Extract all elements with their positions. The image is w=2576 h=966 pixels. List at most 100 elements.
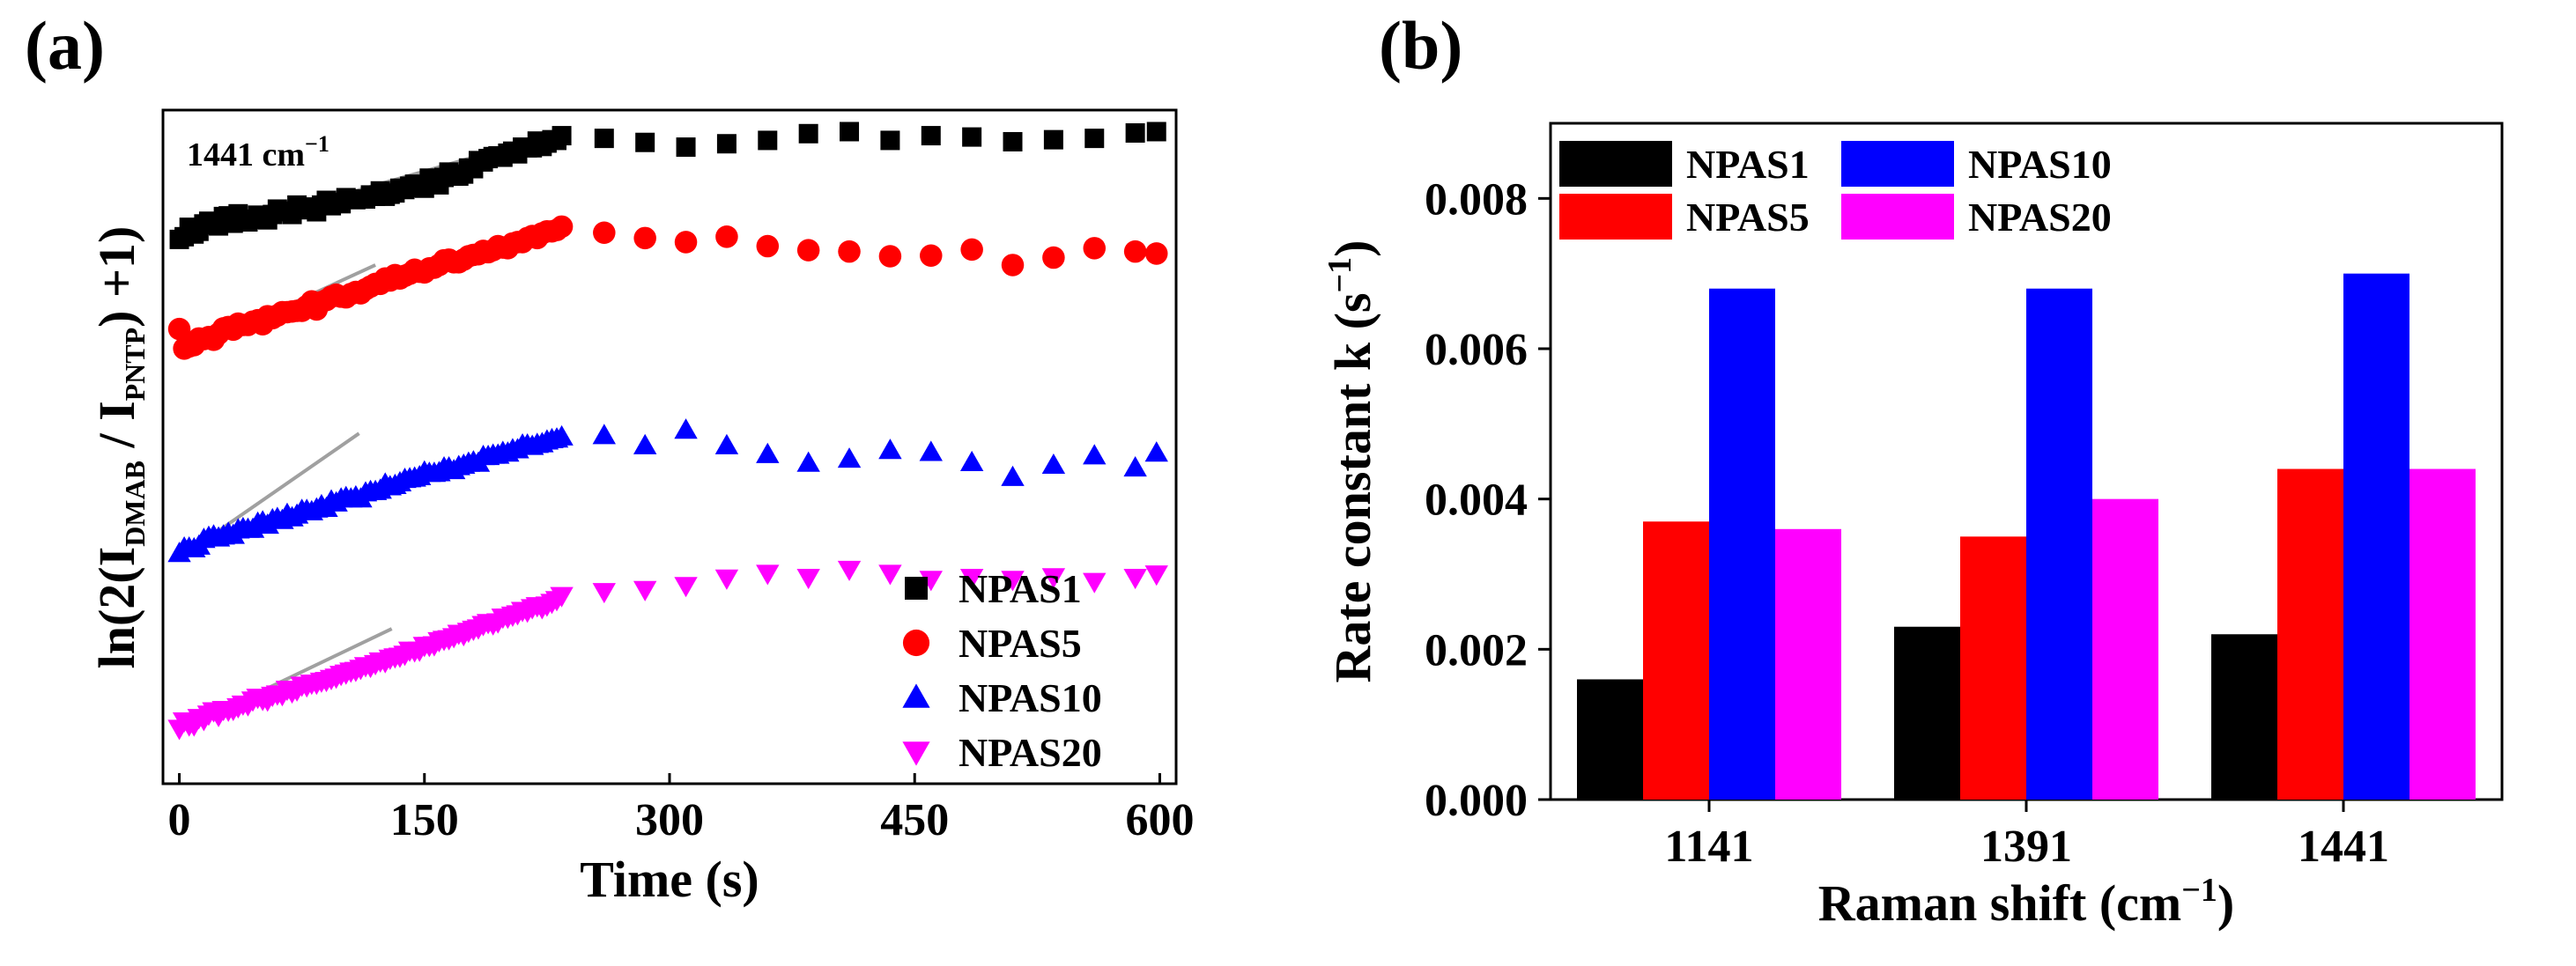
legend-label-npas20: NPAS20	[959, 730, 1102, 775]
a-y-axis-title: ln(2(IDMAB / IPNTP) +1)	[88, 226, 151, 669]
a-legend: NPAS1 NPAS5 NPAS10 NPAS20	[902, 566, 1102, 775]
point-npas5	[878, 245, 902, 268]
point-npas10	[1123, 456, 1147, 477]
bar-npas1-1141	[1577, 679, 1643, 800]
legend-marker-npas5	[902, 629, 930, 657]
a-x-ticks: 0 150 300 450 600	[168, 773, 1194, 845]
b-y-tick-label: 0.000	[1425, 776, 1528, 826]
point-npas10	[1083, 444, 1107, 465]
point-npas10	[1001, 465, 1025, 486]
point-npas5	[593, 221, 616, 244]
a-data-points	[167, 122, 1168, 741]
point-npas10	[1144, 441, 1168, 462]
b-x-tick-label: 1391	[1980, 822, 2072, 872]
point-npas1	[962, 127, 982, 147]
panel-a: (a) 0 150 300 450 600 1441 cm−1 Time (s) ln(…	[25, 7, 1194, 908]
point-npas20	[1144, 565, 1168, 586]
legend-label-npas1: NPAS1	[1686, 142, 1810, 187]
legend-label-npas20: NPAS20	[1968, 195, 2112, 240]
point-npas20	[714, 569, 739, 590]
panel-a-label: (a)	[25, 7, 105, 84]
a-x-tick-label: 600	[1125, 795, 1194, 845]
point-npas20	[550, 586, 574, 608]
b-x-ticks: 1141 1391 1441	[1664, 800, 2389, 872]
point-npas5	[550, 215, 574, 239]
bar-npas5-1441	[2277, 468, 2343, 800]
point-npas1	[880, 130, 900, 151]
bar-npas1-1441	[2211, 634, 2277, 800]
a-x-tick-label: 300	[635, 795, 704, 845]
point-npas20	[633, 580, 657, 601]
b-x-axis-title: Raman shift (cm−1)	[1818, 872, 2234, 932]
panel-b: (b) 0.000 0.002 0.004 0.006 0.008 1141 1391 14…	[1321, 7, 2504, 932]
point-npas5	[1083, 237, 1107, 260]
point-npas1	[1084, 129, 1105, 149]
point-npas10	[878, 439, 902, 460]
point-npas5	[796, 239, 820, 262]
legend-marker-npas10	[902, 683, 930, 708]
point-npas5	[1042, 246, 1065, 269]
point-npas5	[633, 226, 656, 250]
point-npas5	[920, 244, 943, 267]
b-legend: NPAS1 NPAS5 NPAS10 NPAS20	[1559, 141, 2112, 240]
point-npas5	[1123, 240, 1147, 263]
bar-npas5-1391	[1960, 536, 2026, 800]
b-y-tick-label: 0.004	[1425, 476, 1528, 526]
point-npas1	[1125, 123, 1145, 144]
bar-npas1-1391	[1894, 626, 1960, 800]
point-npas5	[1144, 242, 1168, 265]
point-npas10	[674, 418, 698, 439]
b-bars	[1577, 273, 2476, 800]
point-npas5	[838, 240, 861, 263]
bar-npas10-1441	[2343, 273, 2409, 800]
legend-label-npas5: NPAS5	[959, 621, 1082, 666]
b-y-ticks: 0.000 0.002 0.004 0.006 0.008	[1425, 174, 1551, 826]
bar-npas10-1141	[1709, 288, 1775, 800]
legend-swatch-npas1	[1559, 141, 1672, 187]
point-npas1	[840, 122, 860, 142]
point-npas20	[674, 577, 698, 598]
b-y-axis-title: Rate constant k (s−1)	[1321, 240, 1381, 682]
point-npas20	[959, 569, 984, 590]
point-npas10	[1041, 453, 1066, 475]
b-x-tick-label: 1141	[1664, 822, 1753, 872]
point-npas1	[1043, 129, 1063, 150]
point-npas20	[1041, 568, 1066, 589]
point-npas1	[635, 132, 655, 152]
point-npas10	[837, 447, 862, 468]
bar-npas20-1391	[2092, 498, 2158, 800]
point-npas20	[756, 564, 780, 586]
legend-label-npas1: NPAS1	[959, 566, 1082, 611]
wavenumber-annotation: 1441 cm−1	[187, 131, 329, 173]
point-npas20	[592, 583, 617, 604]
point-npas1	[1146, 122, 1166, 142]
legend-marker-npas1	[905, 577, 928, 600]
point-npas20	[1001, 571, 1025, 592]
point-npas5	[756, 234, 780, 258]
point-npas20	[1123, 569, 1147, 590]
legend-swatch-npas5	[1559, 194, 1672, 240]
bar-npas20-1141	[1775, 528, 1841, 800]
point-npas20	[837, 560, 862, 581]
panel-b-label: (b)	[1379, 7, 1462, 84]
point-npas10	[633, 433, 657, 454]
point-npas10	[959, 450, 984, 471]
point-npas1	[1003, 131, 1023, 151]
a-x-axis-title: Time (s)	[580, 851, 759, 908]
b-y-tick-label: 0.006	[1425, 325, 1528, 375]
point-npas5	[167, 317, 191, 341]
point-npas1	[758, 130, 778, 151]
legend-label-npas5: NPAS5	[1686, 195, 1810, 240]
point-npas10	[919, 440, 943, 461]
point-npas10	[796, 451, 820, 472]
point-npas5	[715, 225, 738, 248]
b-y-tick-label: 0.002	[1425, 625, 1528, 675]
point-npas20	[796, 569, 820, 590]
bar-npas20-1441	[2409, 468, 2476, 800]
b-y-tick-label: 0.008	[1425, 174, 1528, 225]
bar-npas10-1391	[2026, 288, 2092, 800]
point-npas5	[674, 231, 698, 254]
legend-swatch-npas10	[1841, 141, 1954, 187]
point-npas1	[798, 123, 818, 144]
point-npas10	[714, 433, 739, 454]
